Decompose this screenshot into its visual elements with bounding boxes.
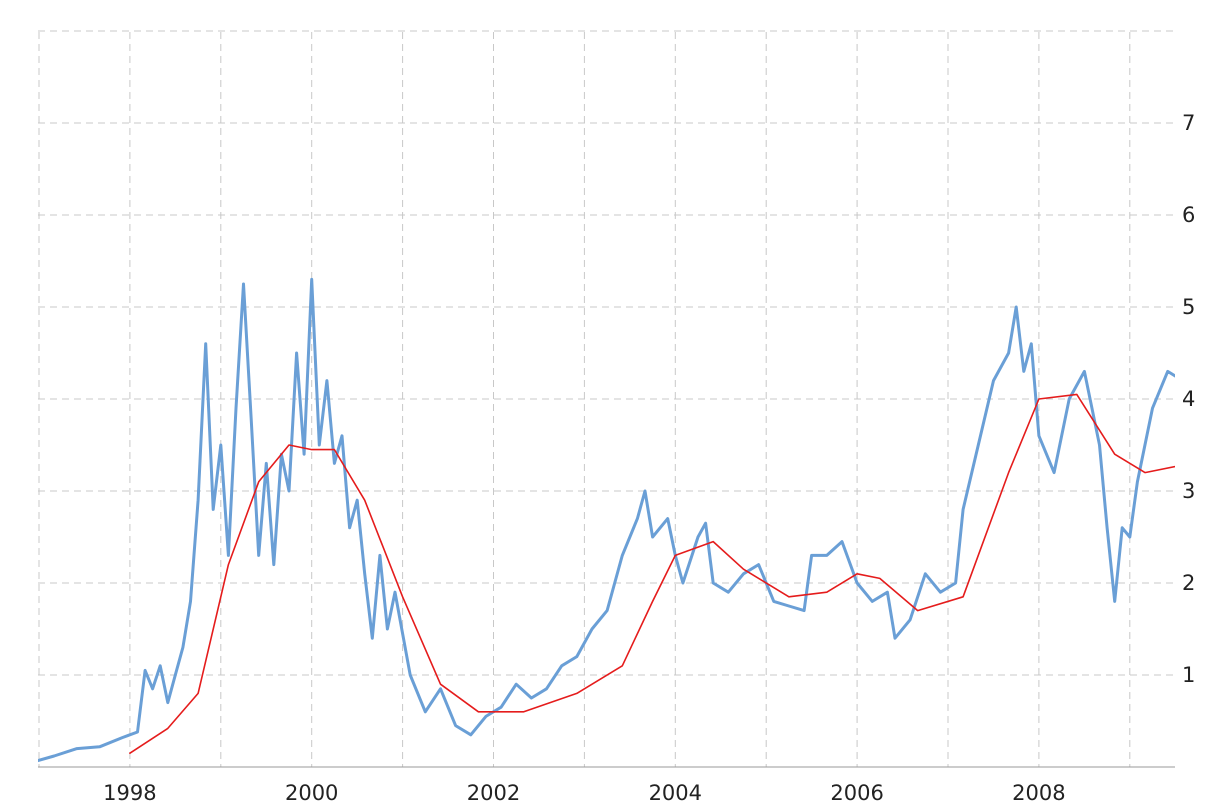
tick-labels: 1 2 3 4 5 6 7 1998 2000 2002 2004 2006 2008 (103, 111, 1195, 805)
y-tick-label: 7 (1182, 111, 1195, 135)
x-tick-label: 2008 (1012, 781, 1065, 805)
x-tick-label: 2006 (830, 781, 883, 805)
y-tick-label: 3 (1182, 479, 1195, 503)
grid (38, 30, 1175, 768)
y-tick-label: 6 (1182, 203, 1195, 227)
x-tick-label: 2000 (285, 781, 338, 805)
price-series-line (38, 277, 1175, 763)
y-tick-label: 5 (1182, 295, 1195, 319)
y-tick-label: 2 (1182, 571, 1195, 595)
y-tick-label: 1 (1182, 663, 1195, 687)
series-layer (38, 277, 1175, 763)
moving-average-line (129, 393, 1175, 754)
x-tick-label: 1998 (103, 781, 156, 805)
x-tick-label: 2002 (467, 781, 520, 805)
x-tick-label: 2004 (649, 781, 702, 805)
y-tick-label: 4 (1182, 387, 1195, 411)
